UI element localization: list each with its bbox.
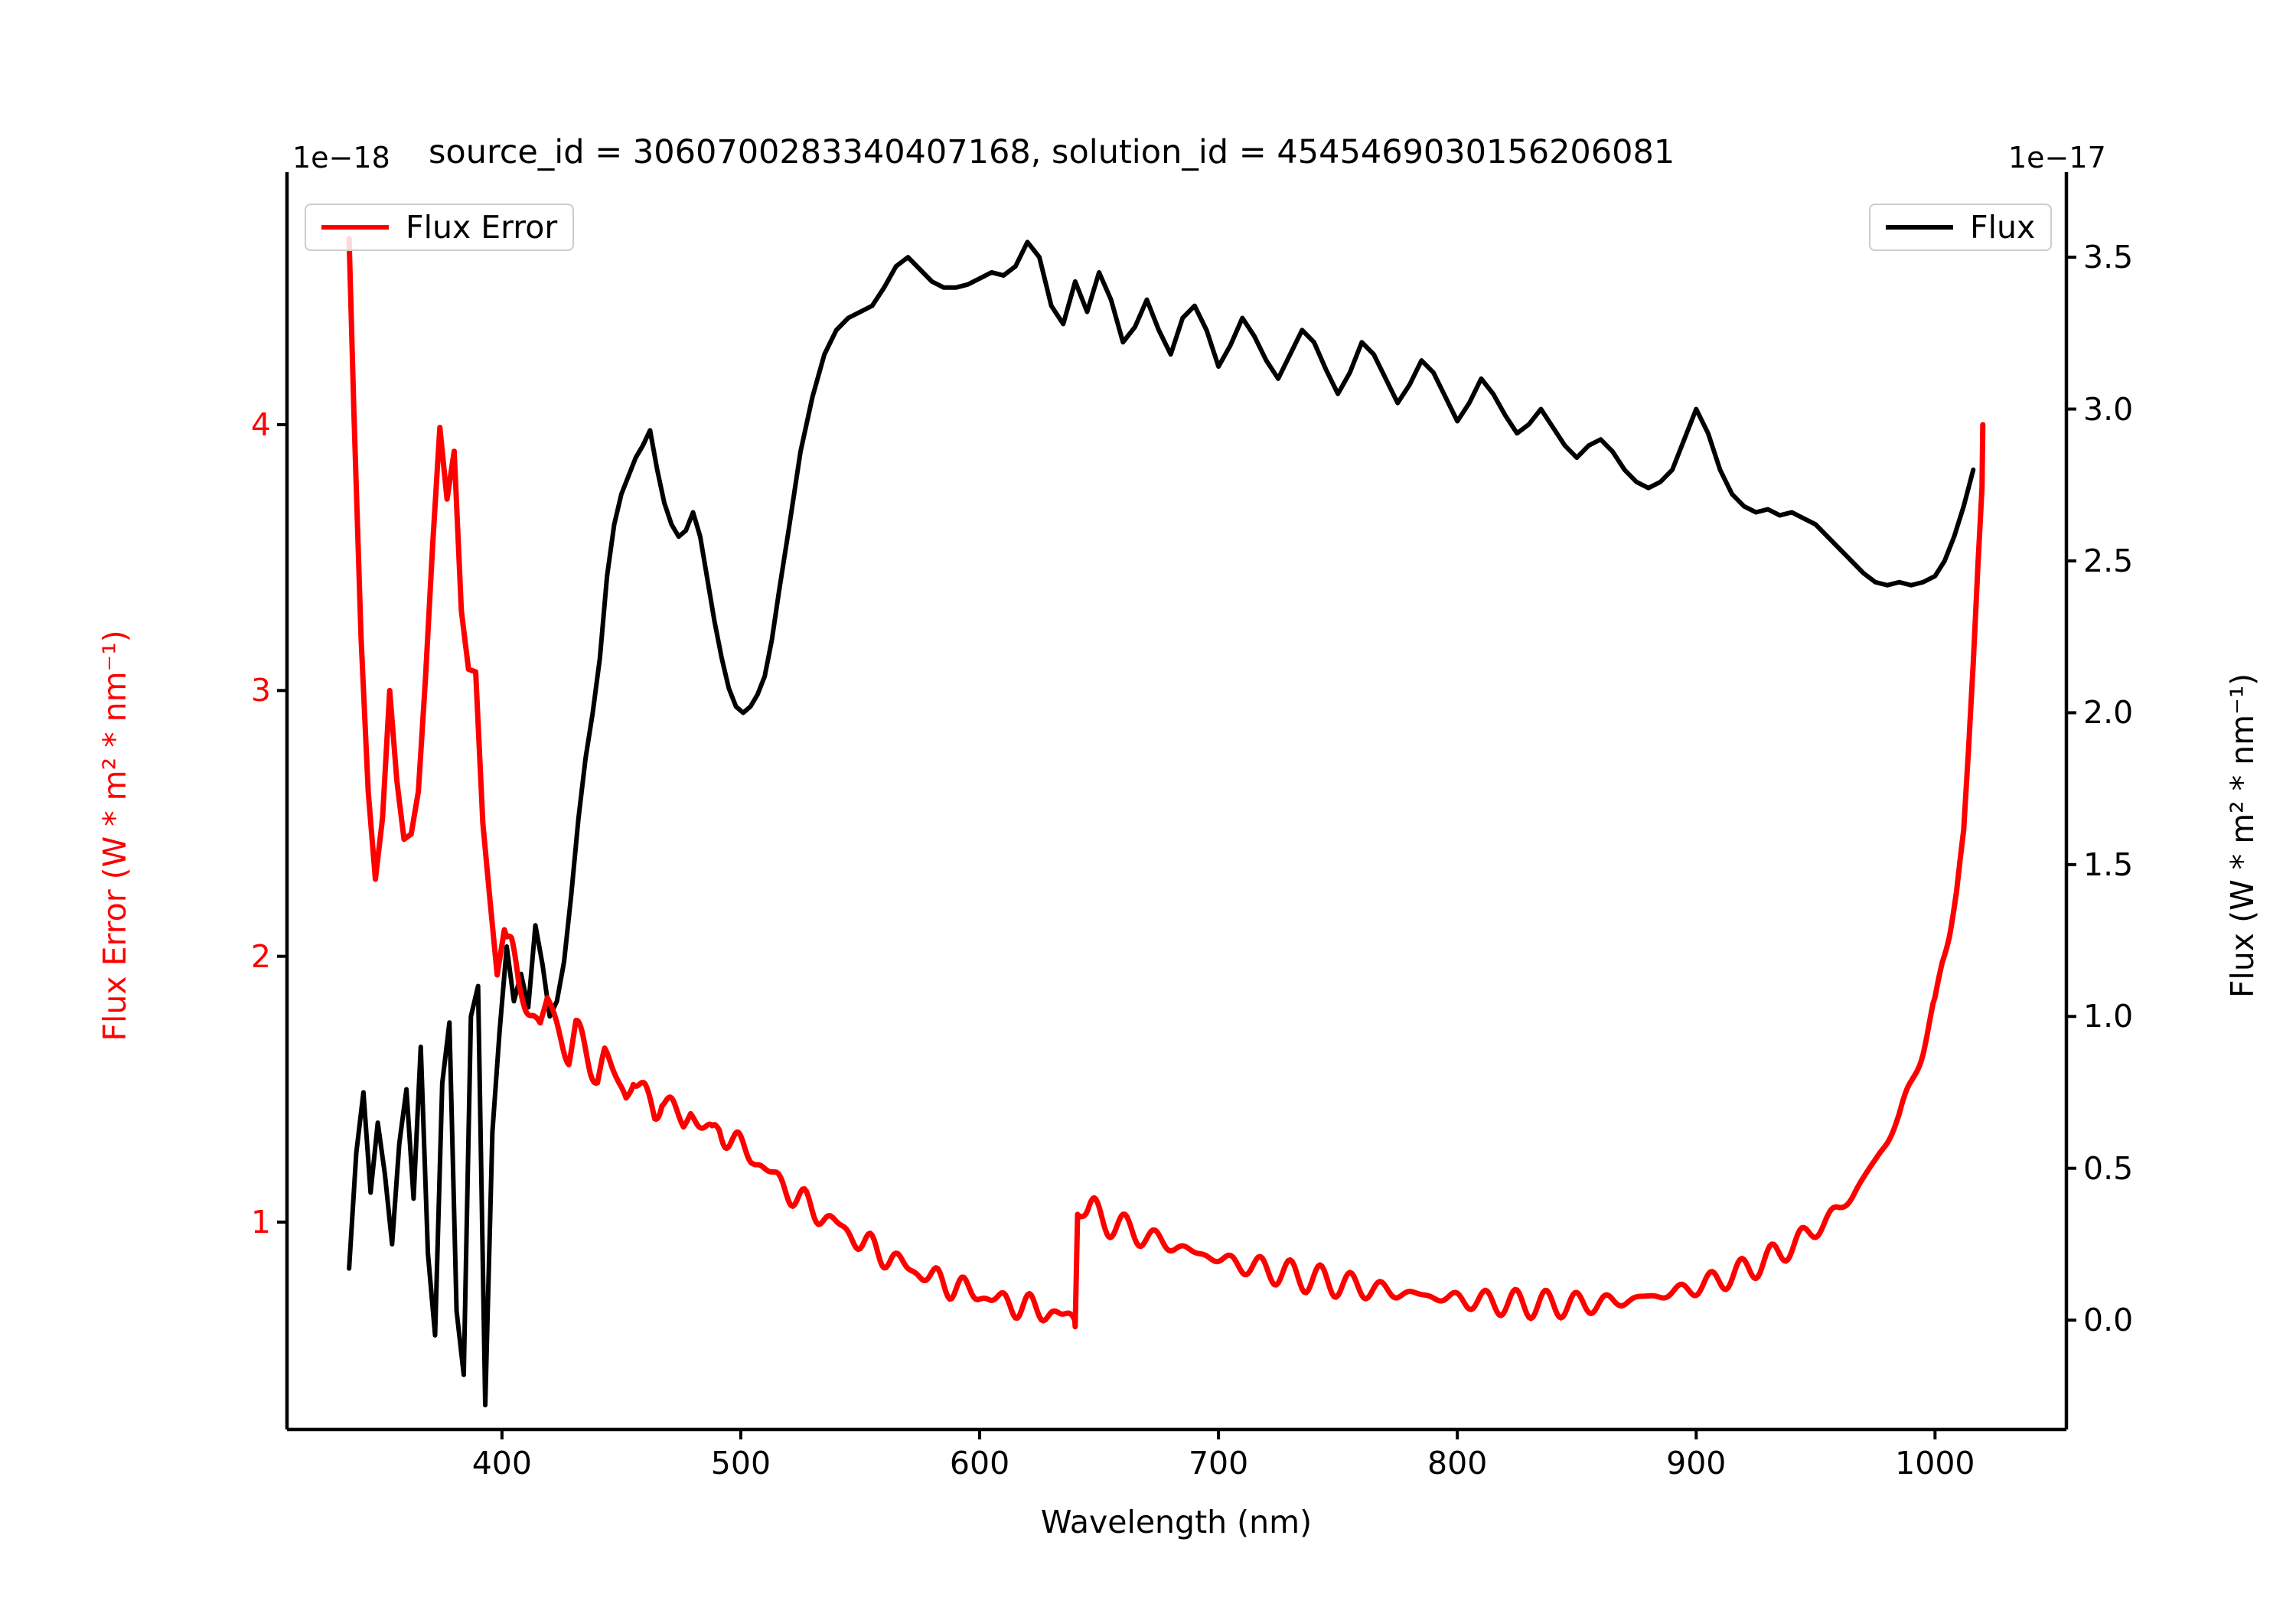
x-tick-label: 700 — [1188, 1445, 1249, 1482]
x-tick-label: 800 — [1427, 1445, 1488, 1482]
right-axis-offset-text: 1e−17 — [2008, 141, 2106, 174]
right-y-tick-label: 1.0 — [2083, 998, 2134, 1035]
legend-line-swatch-flux-error — [321, 225, 389, 230]
right-y-tick-label: 3.0 — [2083, 390, 2134, 428]
legend-label-flux: Flux — [1970, 209, 2036, 246]
x-tick-label: 500 — [710, 1445, 771, 1482]
right-y-tick-label: 2.0 — [2083, 694, 2134, 732]
page-title: source_id = 3060700283340407168, solutio… — [429, 133, 1675, 171]
left-y-tick-label: 2 — [250, 937, 271, 975]
legend-flux[interactable]: Flux — [1869, 204, 2053, 251]
left-y-tick-label: 1 — [250, 1204, 271, 1241]
left-y-tick-label: 3 — [250, 672, 271, 709]
x-tick-label: 400 — [471, 1445, 532, 1482]
left-y-tick-label: 4 — [250, 406, 271, 443]
right-y-tick-label: 3.5 — [2083, 239, 2134, 276]
x-tick-label: 600 — [949, 1445, 1010, 1482]
legend-flux-error[interactable]: Flux Error — [305, 204, 575, 251]
flux-error-curve — [346, 236, 1986, 1330]
right-y-tick-label: 0.0 — [2083, 1302, 2134, 1339]
right-y-tick-label: 0.5 — [2083, 1149, 2134, 1187]
left-y-axis-label: Flux Error (W * m² * nm⁻¹) — [96, 630, 133, 1041]
x-tick-label: 1000 — [1895, 1445, 1975, 1482]
right-y-tick-label: 1.5 — [2083, 846, 2134, 883]
legend-line-swatch-flux — [1886, 225, 1953, 230]
left-axis-offset-text: 1e−18 — [292, 141, 390, 174]
flux-curve — [347, 240, 1976, 1408]
legend-label-flux-error: Flux Error — [406, 209, 558, 246]
x-tick-label: 900 — [1666, 1445, 1727, 1482]
right-y-axis-label: Flux (W * m² * nm⁻¹) — [2224, 673, 2261, 999]
x-axis-label: Wavelength (nm) — [1040, 1504, 1313, 1540]
right-y-tick-label: 2.5 — [2083, 542, 2134, 579]
